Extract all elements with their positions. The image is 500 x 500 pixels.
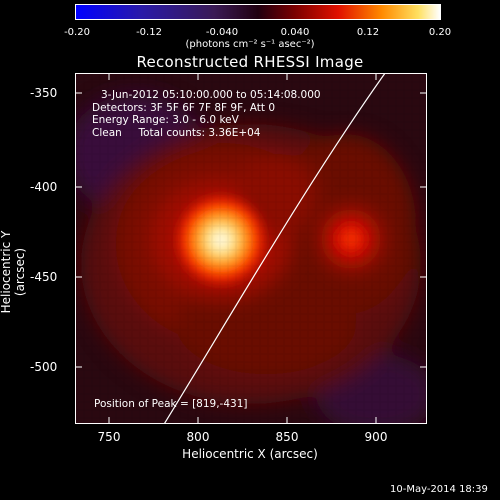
y-tick: -350 bbox=[30, 86, 58, 100]
colorbar-tick: 0.20 bbox=[428, 27, 452, 38]
y-tick: -500 bbox=[30, 360, 58, 374]
timestamp-footer: 10-May-2014 18:39 bbox=[390, 484, 488, 495]
x-axis-label: Heliocentric X (arcsec) bbox=[182, 447, 318, 461]
clean-counts-text: Clean Total counts: 3.36E+04 bbox=[92, 126, 261, 139]
time-range-text: 3-Jun-2012 05:10:00.000 to 05:14:08.000 bbox=[101, 89, 321, 101]
colorbar-unit-label: (photons cm⁻² s⁻¹ asec⁻²) bbox=[185, 39, 315, 50]
energy-range-text: Energy Range: 3.0 - 6.0 keV bbox=[92, 114, 239, 126]
peak-position-text: Position of Peak = [819,-431] bbox=[94, 398, 248, 410]
limb-curve bbox=[164, 74, 386, 423]
y-axis-label: Heliocentric Y (arcsec) bbox=[0, 230, 27, 314]
colorbar-tick: -0.20 bbox=[64, 27, 90, 38]
plot-title: Reconstructed RHESSI Image bbox=[136, 53, 364, 71]
colorbar bbox=[75, 4, 441, 20]
rhessi-image bbox=[75, 73, 427, 424]
x-tick: 900 bbox=[364, 430, 388, 444]
x-tick: 850 bbox=[275, 430, 299, 444]
colorbar-tick: 0.040 bbox=[280, 27, 310, 38]
y-tick: -450 bbox=[30, 270, 58, 284]
x-tick: 800 bbox=[186, 430, 210, 444]
x-tick: 750 bbox=[97, 430, 121, 444]
y-tick: -400 bbox=[30, 180, 58, 194]
colorbar-tick: -0.12 bbox=[136, 27, 162, 38]
detectors-text: Detectors: 3F 5F 6F 7F 8F 9F, Att 0 bbox=[92, 101, 276, 114]
colorbar-tick: -0.040 bbox=[205, 27, 239, 38]
colorbar-tick: 0.12 bbox=[356, 27, 380, 38]
